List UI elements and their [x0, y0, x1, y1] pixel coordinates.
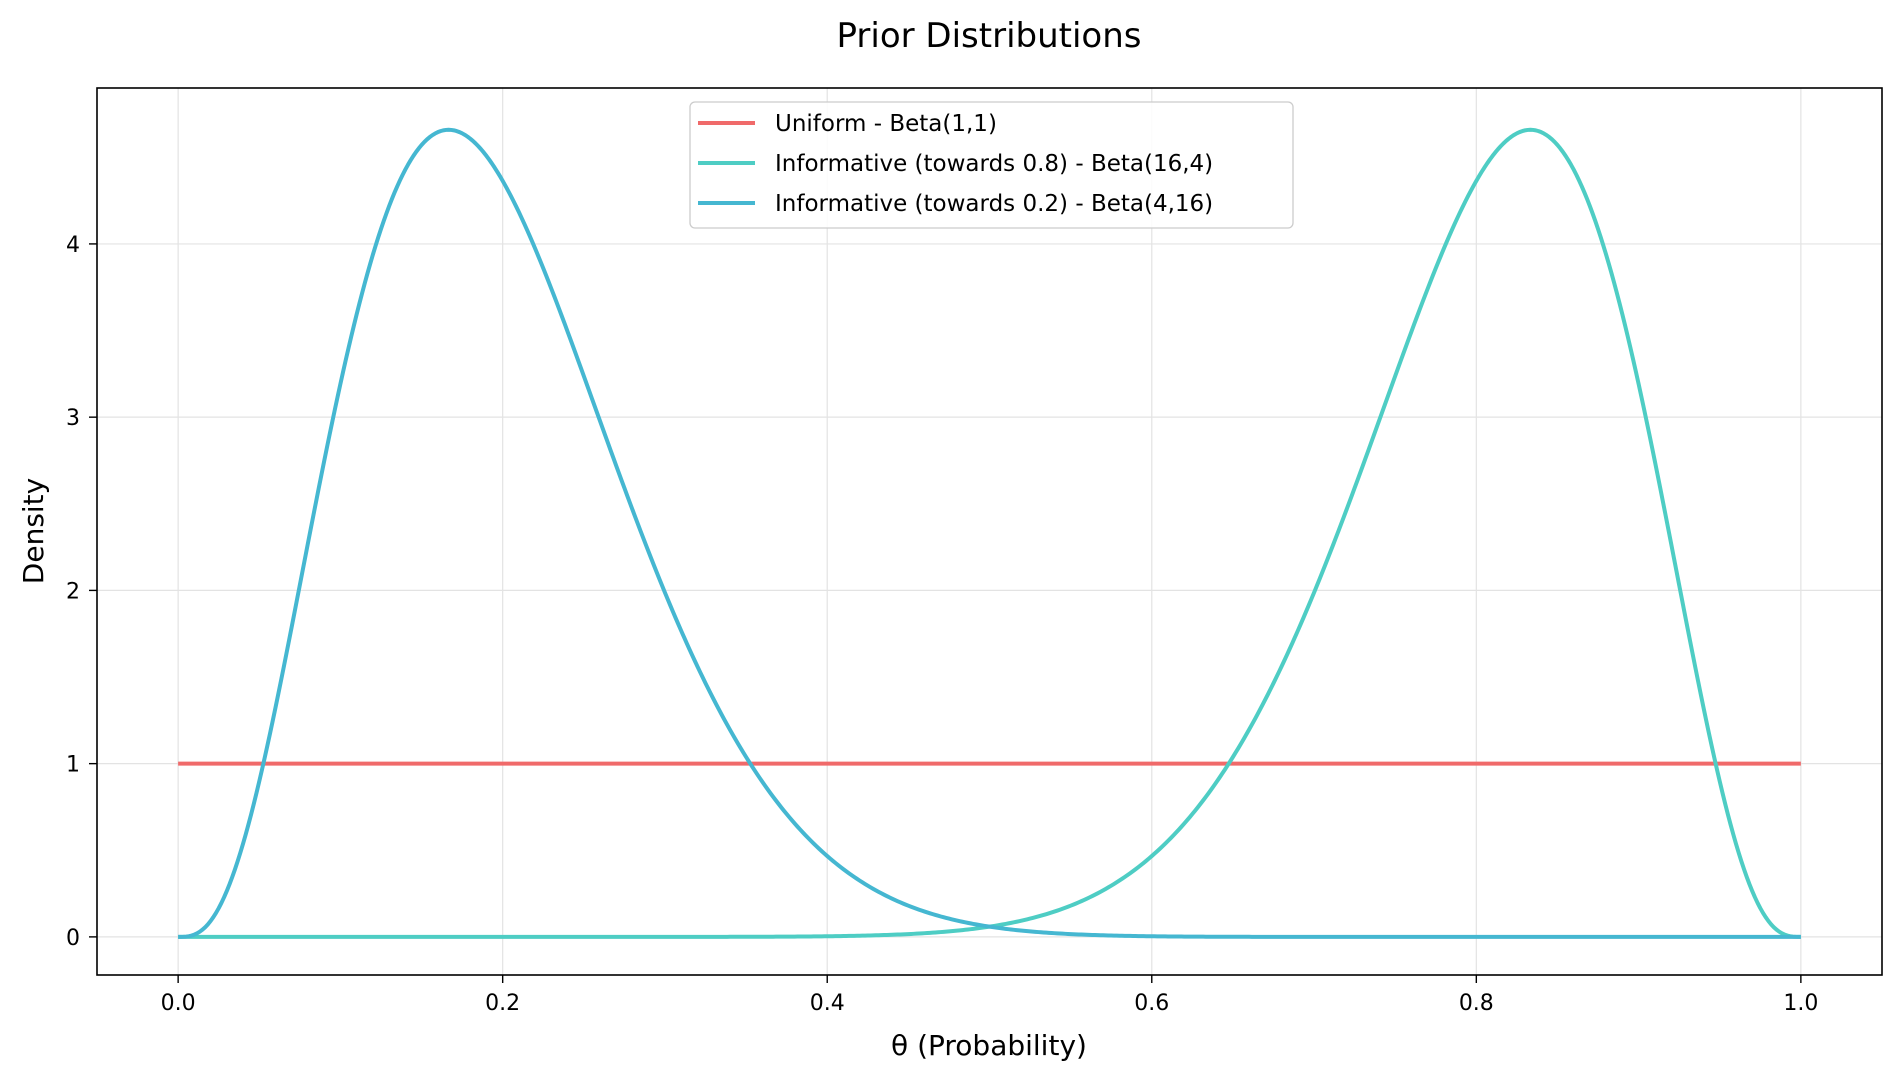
series-line-2	[178, 127, 1801, 939]
legend-label-uniform: Uniform - Beta(1,1)	[775, 111, 997, 137]
y-axis-ticks: 0 1 2 3 4	[66, 233, 97, 951]
x-tick-label: 0.4	[810, 991, 845, 1016]
y-tick-label: 3	[66, 406, 80, 431]
legend-box	[689, 101, 1294, 229]
y-tick-label: 1	[66, 753, 80, 778]
x-tick-label: 1.0	[1783, 991, 1818, 1016]
y-tick-label: 4	[66, 233, 80, 258]
plot-frame	[96, 87, 1883, 976]
chart-title: Prior Distributions	[837, 16, 1142, 56]
y-tick-label: 0	[66, 926, 80, 951]
y-tick-label: 2	[66, 579, 80, 604]
y-axis-label: Density	[17, 478, 50, 584]
x-axis-ticks: 0.0 0.2 0.4 0.6 0.8 1.0	[161, 975, 1818, 1016]
series-group	[178, 127, 1801, 939]
x-tick-label: 0.8	[1459, 991, 1494, 1016]
x-tick-label: 0.0	[161, 991, 196, 1016]
x-axis-label: θ (Probability)	[891, 1029, 1087, 1062]
legend-label-towards-0-8: Informative (towards 0.8) - Beta(16,4)	[775, 151, 1213, 177]
legend-label-towards-0-2: Informative (towards 0.2) - Beta(4,16)	[775, 191, 1213, 217]
x-tick-label: 0.2	[485, 991, 520, 1016]
legend: Uniform - Beta(1,1) Informative (towards…	[689, 101, 1294, 229]
x-tick-label: 0.6	[1134, 991, 1169, 1016]
